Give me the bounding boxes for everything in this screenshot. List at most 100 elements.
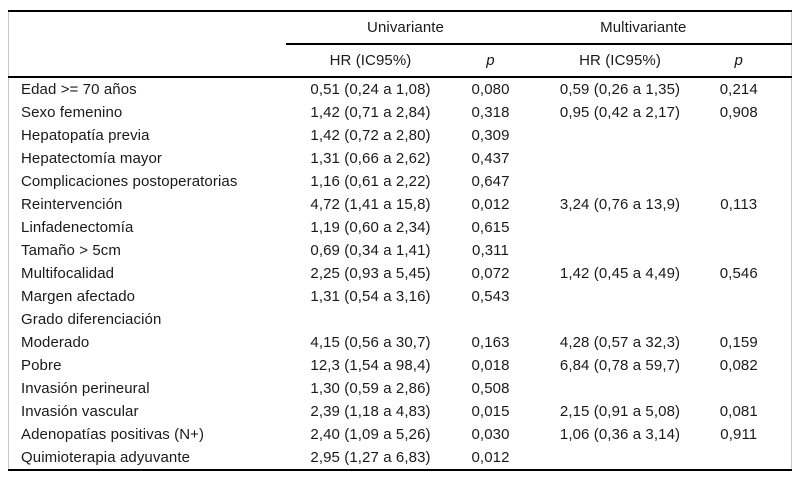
cell-hr-multivariante: 4,28 (0,57 a 32,3) (559, 334, 681, 351)
cell-p-multivariante (701, 377, 792, 400)
cell-variable: Pobre (21, 357, 62, 374)
cell-hr-univariante: 12,3 (1,54 a 98,4) (310, 357, 431, 374)
cell-variable: Grado diferenciación (21, 311, 162, 328)
group-header-row: Univariante Multivariante (9, 11, 792, 45)
cell-hr-univariante: 2,39 (1,18 a 4,83) (310, 403, 431, 420)
cell-p-univariante (456, 308, 526, 331)
cell-variable: Moderado (21, 334, 90, 351)
cell-hr-univariante: 1,42 (0,71 a 2,84) (310, 104, 431, 121)
cell-hr-univariante (286, 308, 456, 331)
cell-hr-multivariante (526, 239, 701, 262)
table-row: Quimioterapia adyuvante 2,95 (1,27 a 6,83… (9, 446, 792, 470)
table-row: Edad >= 70 años 0,51 (0,24 a 1,08) 0,080 0,… (9, 77, 792, 101)
blank-label-header-cell (8, 44, 286, 78)
cell-hr-multivariante: 3,24 (0,76 a 13,9) (559, 196, 681, 213)
cell-hr-univariante: 4,72 (1,41 a 15,8) (310, 196, 431, 213)
cell-variable: Tamaño > 5cm (21, 242, 121, 259)
cell-variable: Sexo femenino (21, 104, 123, 121)
cell-p-univariante: 0,030 (471, 426, 510, 443)
cell-hr-multivariante: 0,59 (0,26 a 1,35) (559, 81, 681, 98)
cell-variable: Multifocalidad (21, 265, 115, 282)
cell-hr-univariante: 1,16 (0,61 a 2,22) (310, 173, 431, 190)
table-row: Pobre 12,3 (1,54 a 98,4) 0,018 6,84 (0,78 a… (9, 354, 792, 377)
column-header-hr-univariante: HR (IC95%) (285, 44, 456, 78)
cell-variable: Complicaciones postoperatorias (21, 173, 238, 190)
cell-p-univariante: 0,012 (471, 449, 510, 466)
cell-p-multivariante (701, 124, 792, 147)
cell-p-univariante: 0,437 (471, 150, 510, 167)
cell-p-univariante: 0,309 (471, 127, 510, 144)
cell-p-univariante: 0,012 (471, 196, 510, 213)
cell-p-multivariante: 0,113 (720, 196, 758, 213)
cell-p-multivariante: 0,908 (719, 104, 758, 121)
cell-hr-multivariante: 6,84 (0,78 a 59,7) (559, 357, 681, 374)
cell-hr-multivariante (526, 308, 701, 331)
cell-p-univariante: 0,163 (471, 334, 510, 351)
cell-hr-multivariante: 1,42 (0,45 a 4,49) (559, 265, 681, 282)
cell-hr-univariante: 2,25 (0,93 a 5,45) (310, 265, 431, 282)
group-header-univariante: Univariante (285, 11, 526, 45)
cell-hr-univariante: 1,31 (0,54 a 3,16) (310, 288, 431, 305)
cell-p-univariante: 0,018 (471, 357, 510, 374)
column-header-hr-multivariante: HR (IC95%) (525, 44, 701, 78)
table-body: Edad >= 70 años 0,51 (0,24 a 1,08) 0,080 0,… (9, 77, 792, 470)
cell-p-multivariante (701, 308, 792, 331)
table-row: Tamaño > 5cm 0,69 (0,34 a 1,41) 0,311 (9, 239, 792, 262)
cell-p-univariante: 0,015 (471, 403, 510, 420)
cell-p-multivariante: 0,911 (720, 426, 758, 443)
cell-variable: Reintervención (21, 196, 123, 213)
column-header-row: HR (IC95%) p HR (IC95%) p (8, 44, 792, 78)
cell-hr-multivariante (526, 147, 701, 170)
cell-hr-multivariante: 1,06 (0,36 a 3,14) (559, 426, 681, 443)
cell-hr-univariante: 4,15 (0,56 a 30,7) (310, 334, 431, 351)
cell-p-univariante: 0,615 (471, 219, 510, 236)
cell-p-multivariante: 0,082 (719, 357, 758, 374)
table-row: Complicaciones postoperatorias 1,16 (0,61… (9, 170, 792, 193)
cell-hr-univariante: 1,42 (0,72 a 2,80) (310, 127, 431, 144)
table-row: Grado diferenciación (9, 308, 792, 331)
cell-variable: Quimioterapia adyuvante (21, 449, 191, 466)
cell-p-multivariante (701, 285, 792, 308)
cell-hr-multivariante: 2,15 (0,91 a 5,08) (559, 403, 681, 420)
cell-variable: Hepatectomía mayor (21, 150, 163, 167)
cell-p-multivariante: 0,546 (719, 265, 758, 282)
column-header-p-multivariante: p (700, 44, 792, 78)
cell-p-multivariante (701, 239, 792, 262)
cell-p-multivariante: 0,159 (719, 334, 758, 351)
cell-hr-univariante: 1,19 (0,60 a 2,34) (310, 219, 431, 236)
cell-hr-univariante: 0,51 (0,24 a 1,08) (310, 81, 431, 98)
table-row: Sexo femenino 1,42 (0,71 a 2,84) 0,318 0,95… (9, 101, 792, 124)
column-header-p-univariante: p (455, 44, 526, 78)
cell-variable: Margen afectado (21, 288, 136, 305)
cell-p-univariante: 0,647 (471, 173, 510, 190)
cell-p-univariante: 0,508 (471, 380, 510, 397)
cell-variable: Adenopatías positivas (N+) (21, 426, 205, 443)
cell-hr-univariante: 1,31 (0,66 a 2,62) (310, 150, 431, 167)
table-row: Hepatectomía mayor 1,31 (0,66 a 2,62) 0,43… (9, 147, 792, 170)
cell-p-multivariante (701, 170, 792, 193)
cell-p-multivariante: 0,081 (719, 403, 758, 420)
cell-p-multivariante (701, 147, 792, 170)
cell-hr-multivariante (526, 124, 701, 147)
table-row: Invasión perineural 1,30 (0,59 a 2,86) 0,5… (9, 377, 792, 400)
table-row: Adenopatías positivas (N+) 2,40 (1,09 a 5… (9, 423, 792, 446)
table-row: Invasión vascular 2,39 (1,18 a 4,83) 0,015… (9, 400, 792, 423)
cell-variable: Edad >= 70 años (21, 81, 137, 98)
cell-hr-multivariante (526, 216, 701, 239)
cell-hr-multivariante (526, 170, 701, 193)
regression-results-table: Univariante Multivariante HR (IC95%) p H… (8, 10, 793, 471)
cell-variable: Invasión vascular (21, 403, 139, 420)
cell-variable: Hepatopatía previa (21, 127, 150, 144)
cell-hr-multivariante (526, 446, 701, 470)
cell-p-univariante: 0,318 (471, 104, 510, 121)
cell-p-univariante: 0,543 (471, 288, 510, 305)
cell-hr-univariante: 0,69 (0,34 a 1,41) (310, 242, 431, 259)
cell-variable: Invasión perineural (21, 380, 150, 397)
cell-hr-univariante: 2,40 (1,09 a 5,26) (310, 426, 431, 443)
table-row: Linfadenectomía 1,19 (0,60 a 2,34) 0,615 (9, 216, 792, 239)
cell-hr-univariante: 1,30 (0,59 a 2,86) (310, 380, 431, 397)
cell-hr-multivariante: 0,95 (0,42 a 2,17) (559, 104, 681, 121)
group-header-multivariante: Multivariante (525, 11, 792, 45)
table-row: Moderado 4,15 (0,56 a 30,7) 0,163 4,28 (0,5… (9, 331, 792, 354)
